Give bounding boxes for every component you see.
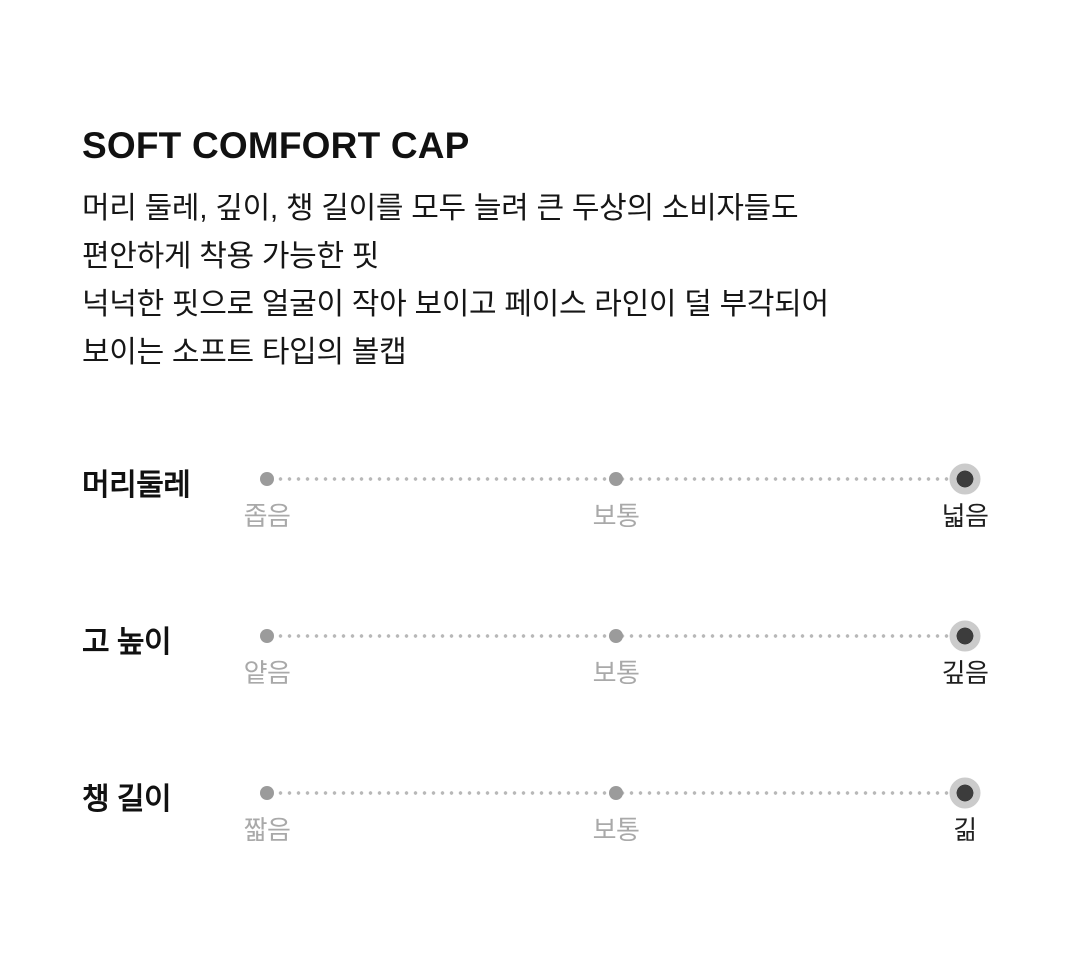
point-dot bbox=[609, 785, 623, 800]
point-dot bbox=[609, 628, 623, 643]
point-dot-selected bbox=[949, 777, 981, 809]
point-label: 보통 bbox=[592, 814, 640, 845]
scale-label: 고 높이 bbox=[82, 625, 172, 659]
point-dot bbox=[260, 628, 274, 643]
scale-track-area: 좁음 보통 넓음 bbox=[244, 463, 989, 538]
point-label: 넓음 bbox=[941, 500, 989, 531]
point-dot-selected bbox=[949, 463, 981, 495]
scale-track-area: 짧음 보통 긺 bbox=[244, 777, 981, 852]
point-label: 짧음 bbox=[243, 814, 291, 845]
point-label: 좁음 bbox=[243, 500, 291, 531]
point-dot bbox=[609, 471, 623, 486]
point-label: 얕음 bbox=[243, 657, 291, 688]
product-title: SOFT COMFORT CAP bbox=[82, 125, 470, 166]
point-dot-selected bbox=[949, 620, 981, 652]
point-dot bbox=[260, 471, 274, 486]
scale-track-area: 얕음 보통 깊음 bbox=[244, 620, 989, 695]
point-label: 긺 bbox=[953, 814, 977, 845]
fit-scale-row-crown-height: 고 높이 얕음 보통 깊음 bbox=[82, 620, 998, 695]
point-label: 보통 bbox=[592, 657, 640, 688]
fit-scale-row-brim-length: 챙 길이 짧음 보통 긺 bbox=[82, 777, 998, 852]
fit-scales: 머리둘레 좁음 보통 넓음 고 높이 bbox=[82, 463, 998, 852]
point-dot bbox=[260, 785, 274, 800]
point-label: 보통 bbox=[592, 500, 640, 531]
point-label: 깊음 bbox=[941, 657, 989, 688]
fit-scale-row-head-circumference: 머리둘레 좁음 보통 넓음 bbox=[82, 463, 998, 538]
scale-label: 머리둘레 bbox=[82, 468, 191, 502]
product-description: 머리 둘레, 깊이, 챙 길이를 모두 늘려 큰 두상의 소비자들도 편안하게 … bbox=[82, 191, 829, 369]
scale-label: 챙 길이 bbox=[82, 782, 172, 816]
